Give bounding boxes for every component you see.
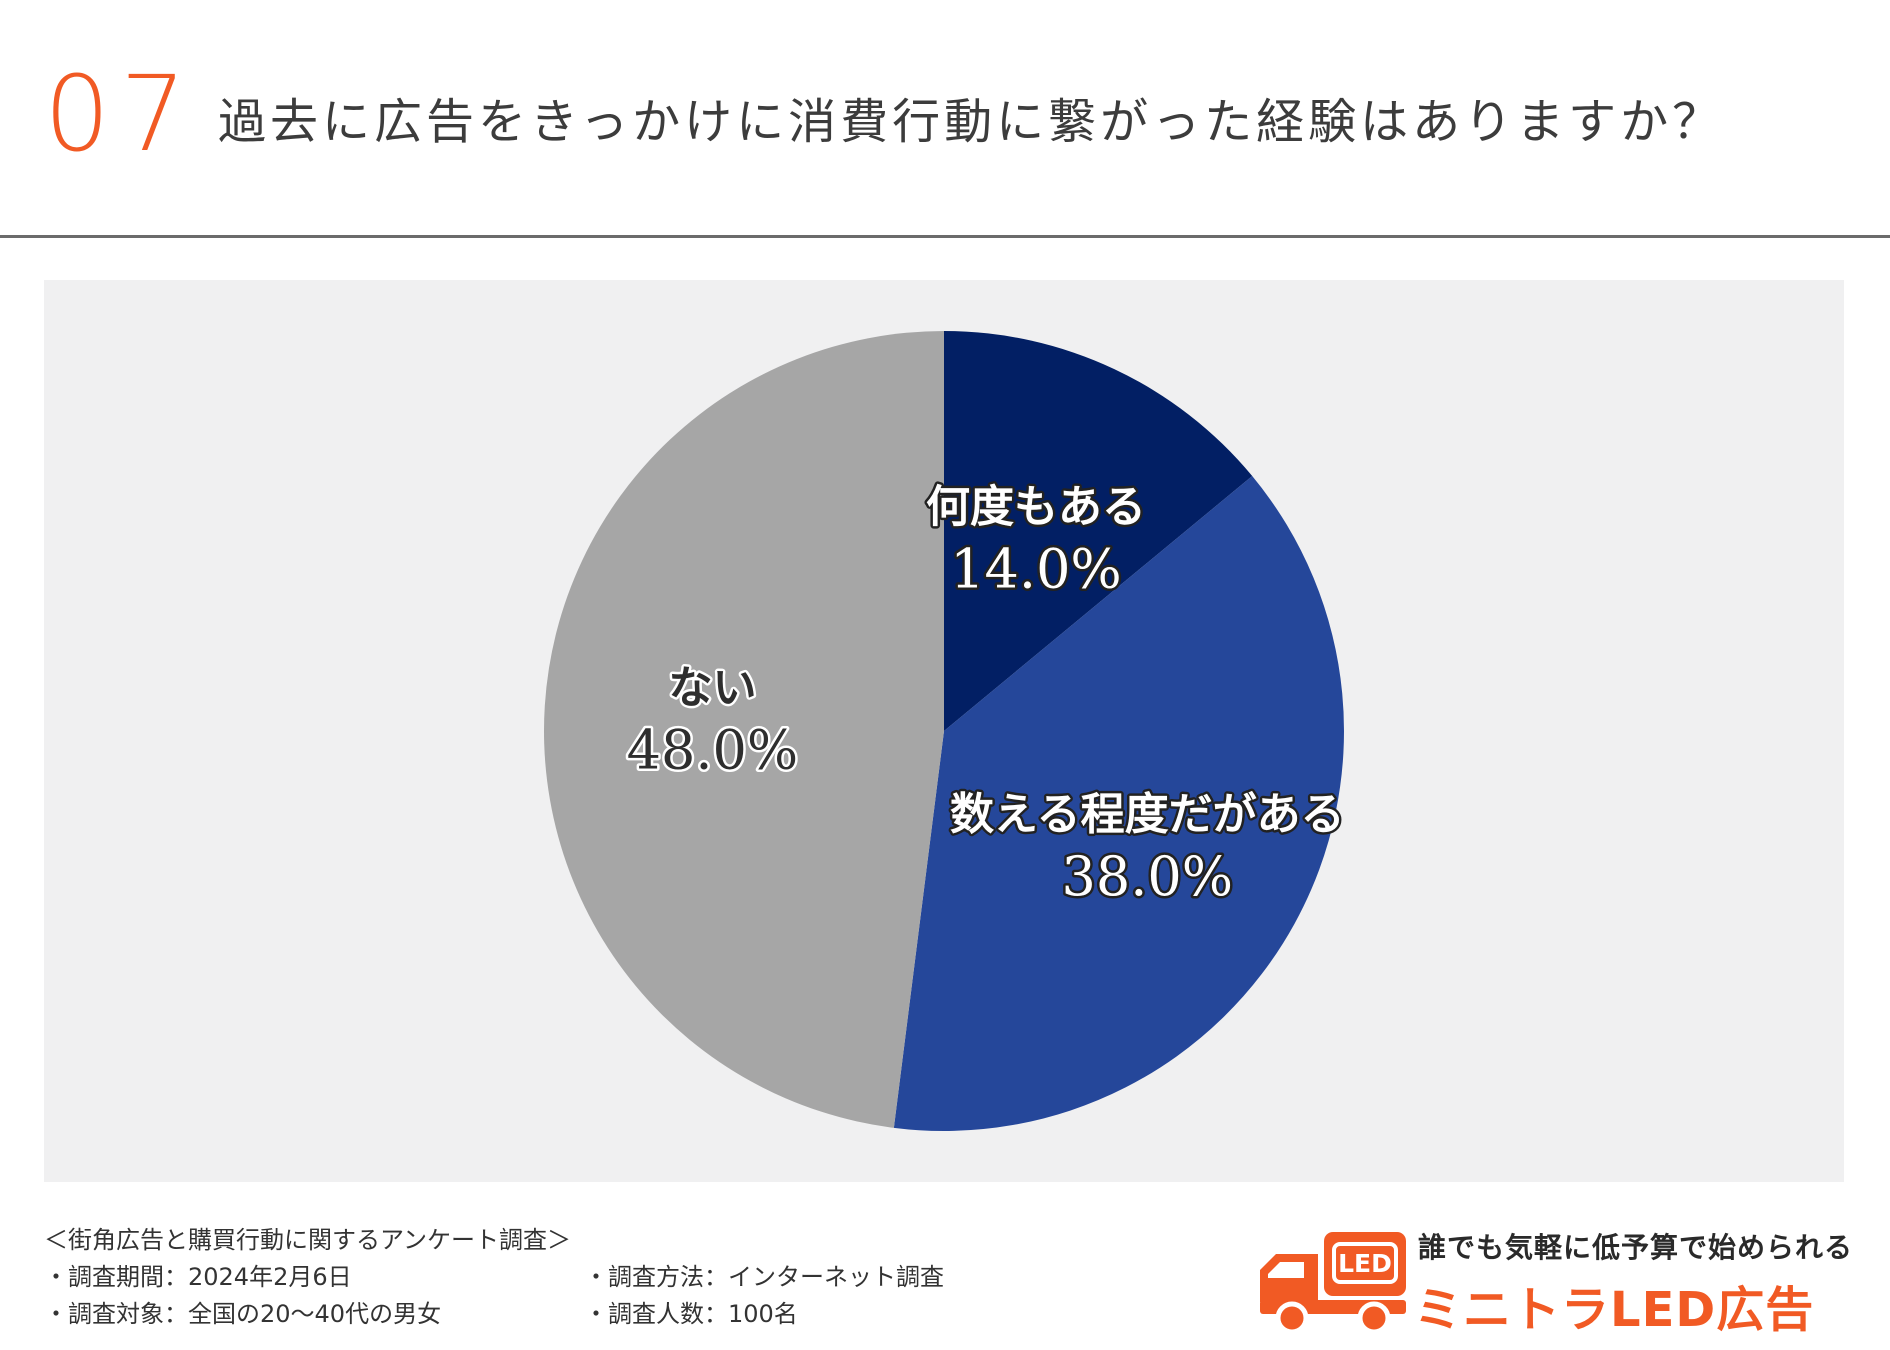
slice-value-2: 38.0% bbox=[1062, 845, 1234, 908]
brand-tagline: 誰でも気軽に低予算で始められる bbox=[1418, 1231, 1854, 1264]
survey-target: ・調査対象：全国の20～40代の男女 bbox=[44, 1300, 442, 1328]
slice-label-2: 数える程度だがある bbox=[950, 789, 1345, 840]
slice-label-1: 何度もある bbox=[926, 482, 1146, 533]
survey-method: ・調査方法：インターネット調査 bbox=[584, 1263, 944, 1291]
slice-value-3: 48.0% bbox=[627, 718, 799, 781]
question-title: 過去に広告をきっかけに消費行動に繋がった経験はありますか？ bbox=[218, 94, 1725, 150]
brand-logo: LED 誰でも気軽に低予算で始められる ミニトラLED広告 bbox=[1256, 1226, 1856, 1338]
chart-panel: 何度もある 14.0% 数える程度だがある 38.0% ない 48.0% bbox=[44, 280, 1844, 1182]
brand-name: ミニトラLED広告 bbox=[1414, 1282, 1815, 1338]
question-number: 07 bbox=[44, 53, 197, 175]
logo-badge-text: LED bbox=[1338, 1249, 1392, 1278]
survey-title: ＜街角広告と購買行動に関するアンケート調査＞ bbox=[44, 1226, 572, 1254]
survey-count: ・調査人数：100名 bbox=[584, 1300, 798, 1328]
survey-period: ・調査期間：2024年2月6日 bbox=[44, 1263, 352, 1291]
pie-slices bbox=[544, 331, 1344, 1131]
pie-slice-3 bbox=[544, 331, 944, 1128]
truck-icon: LED bbox=[1260, 1232, 1406, 1334]
survey-notes: ＜街角広告と購買行動に関するアンケート調査＞ ・調査期間：2024年2月6日 ・… bbox=[44, 1222, 1024, 1333]
slice-label-3: ない bbox=[668, 662, 756, 713]
header-divider bbox=[0, 235, 1890, 238]
slice-value-1: 14.0% bbox=[950, 538, 1122, 601]
pie-slice-1 bbox=[944, 331, 1253, 731]
pie-slice-2 bbox=[893, 476, 1344, 1131]
